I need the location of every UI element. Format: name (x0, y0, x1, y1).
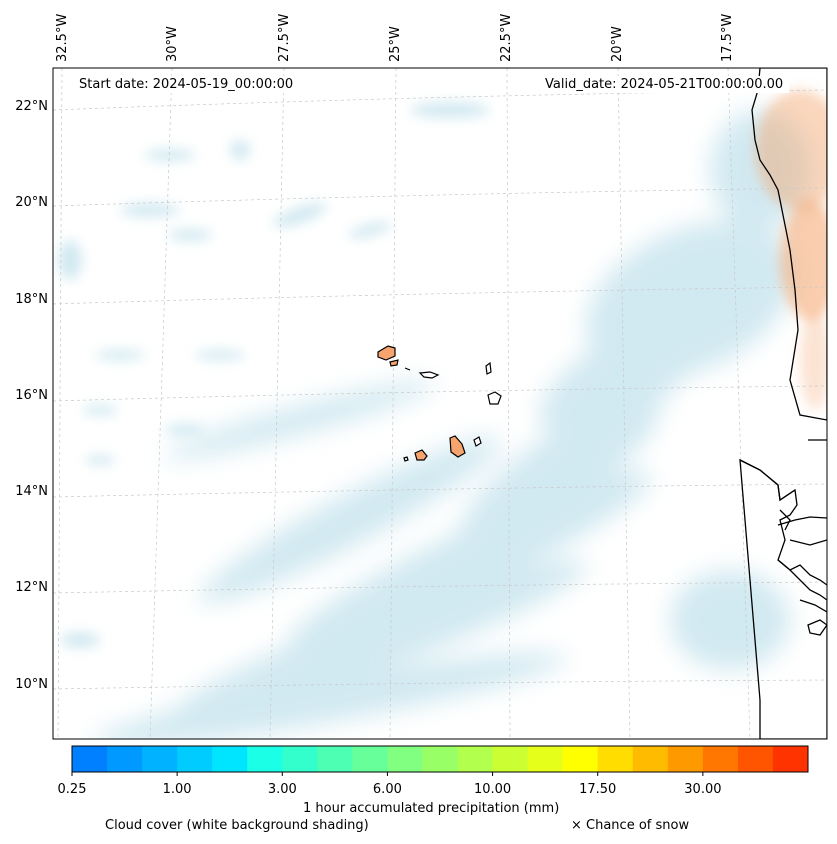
cape-verde-islands (377, 345, 502, 462)
start-date-label: Start date: 2024-05-19_00:00:00 (73, 76, 300, 93)
lon-label: 27.5°W (277, 13, 292, 62)
island-sao-nicolau (418, 371, 440, 379)
lon-label: 22.5°W (499, 13, 514, 62)
colorbar-label: 1 hour accumulated precipitation (mm) (303, 801, 560, 816)
colorbar-tick: 3.00 (267, 782, 297, 797)
colorbar-segment (247, 746, 283, 772)
colorbar-tick: 6.00 (372, 782, 402, 797)
island-boa-vista (487, 391, 502, 405)
lon-label: 20°W (610, 26, 625, 62)
colorbar-segment (72, 746, 108, 772)
island-fogo (414, 449, 428, 461)
coastline (739, 68, 827, 739)
lat-label: 18°N (15, 292, 48, 307)
colorbar-segment (317, 746, 353, 772)
colorbar-segment (387, 746, 423, 772)
precipitation-colorbar (71, 746, 809, 776)
island-santiago (449, 435, 466, 458)
cloud-cover-legend: Cloud cover (white background shading) (105, 818, 369, 833)
colorbar-segment (492, 746, 529, 772)
lat-label: 12°N (15, 580, 48, 595)
snow-legend: × Chance of snow (571, 818, 690, 833)
colorbar-segment (142, 746, 178, 772)
lat-label: 16°N (15, 388, 48, 403)
lat-label: 20°N (15, 195, 48, 210)
lat-label: 10°N (15, 677, 48, 692)
valid-date-label: Valid_date: 2024-05-21T00:00:00.00 (539, 76, 790, 93)
colorbar-segment (772, 746, 809, 772)
colorbar-segment (702, 746, 739, 772)
island-brava (403, 456, 409, 462)
colorbar-tick: 1.00 (162, 782, 192, 797)
lon-label: 32.5°W (55, 13, 70, 62)
colorbar-tick: 30.00 (684, 782, 722, 797)
colorbar-segment (282, 746, 318, 772)
africa-north-coast-land (751, 68, 827, 421)
island-santo-antao (377, 345, 396, 361)
colorbar-tick: 17.50 (579, 782, 617, 797)
island-santa-luzia (404, 367, 411, 371)
colorbar-segment (737, 746, 774, 772)
colorbar-tick: 10.00 (473, 782, 512, 797)
lon-label: 17.5°W (720, 13, 735, 62)
colorbar-segment (527, 746, 564, 772)
island-sao-vicente (389, 359, 399, 367)
colorbar-tick: 0.25 (57, 782, 87, 797)
colorbar-segment (632, 746, 669, 772)
colorbar-segment (107, 746, 143, 772)
colorbar-segment (352, 746, 388, 772)
lat-label: 22°N (15, 99, 48, 114)
colorbar-segment (457, 746, 494, 772)
lon-label: 30°W (165, 26, 180, 62)
lon-label: 25°W (388, 26, 403, 62)
colorbar-segment (597, 746, 634, 772)
colorbar-segment (562, 746, 599, 772)
graticule (53, 68, 827, 739)
island-maio (473, 436, 482, 447)
colorbar-frame (71, 745, 809, 773)
lat-label: 14°N (15, 484, 48, 499)
island-sal (485, 361, 492, 375)
colorbar-segment (177, 746, 213, 772)
colorbar-segment (212, 746, 248, 772)
map-frame (52, 67, 828, 740)
colorbar-segment (667, 746, 704, 772)
colorbar-segment (422, 746, 459, 772)
